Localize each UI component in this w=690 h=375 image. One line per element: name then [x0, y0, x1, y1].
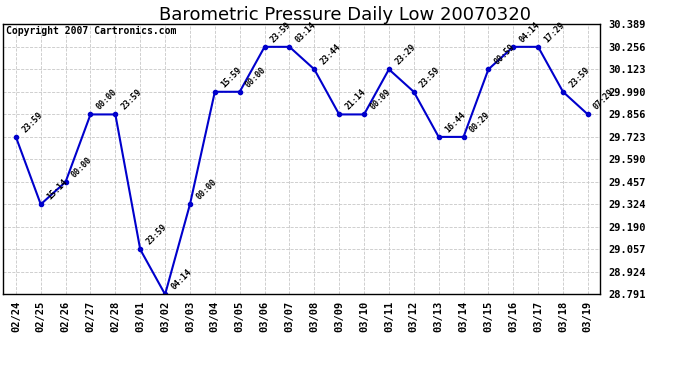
- Text: 23:59: 23:59: [418, 65, 442, 89]
- Text: 23:59: 23:59: [268, 20, 293, 44]
- Text: 15:59: 15:59: [219, 65, 243, 89]
- Text: 00:00: 00:00: [244, 65, 268, 89]
- Text: 17:29: 17:29: [542, 20, 566, 44]
- Text: Copyright 2007 Cartronics.com: Copyright 2007 Cartronics.com: [6, 26, 177, 36]
- Text: 04:14: 04:14: [518, 20, 542, 44]
- Text: 00:00: 00:00: [194, 177, 218, 201]
- Text: 00:29: 00:29: [468, 110, 492, 134]
- Text: 23:59: 23:59: [567, 65, 591, 89]
- Text: 00:00: 00:00: [95, 88, 119, 112]
- Text: 23:59: 23:59: [20, 110, 44, 134]
- Text: 00:59: 00:59: [493, 42, 517, 66]
- Text: 23:59: 23:59: [119, 88, 144, 112]
- Text: 21:14: 21:14: [344, 88, 367, 112]
- Text: 23:44: 23:44: [319, 42, 342, 66]
- Text: 23:59: 23:59: [144, 223, 168, 247]
- Text: 16:44: 16:44: [443, 110, 467, 134]
- Text: 04:14: 04:14: [169, 267, 193, 292]
- Text: 07:29: 07:29: [592, 88, 616, 112]
- Text: 00:09: 00:09: [368, 88, 392, 112]
- Text: 03:14: 03:14: [294, 20, 317, 44]
- Text: Barometric Pressure Daily Low 20070320: Barometric Pressure Daily Low 20070320: [159, 6, 531, 24]
- Text: 00:00: 00:00: [70, 155, 94, 179]
- Text: 15:14: 15:14: [45, 177, 69, 201]
- Text: 23:29: 23:29: [393, 42, 417, 66]
